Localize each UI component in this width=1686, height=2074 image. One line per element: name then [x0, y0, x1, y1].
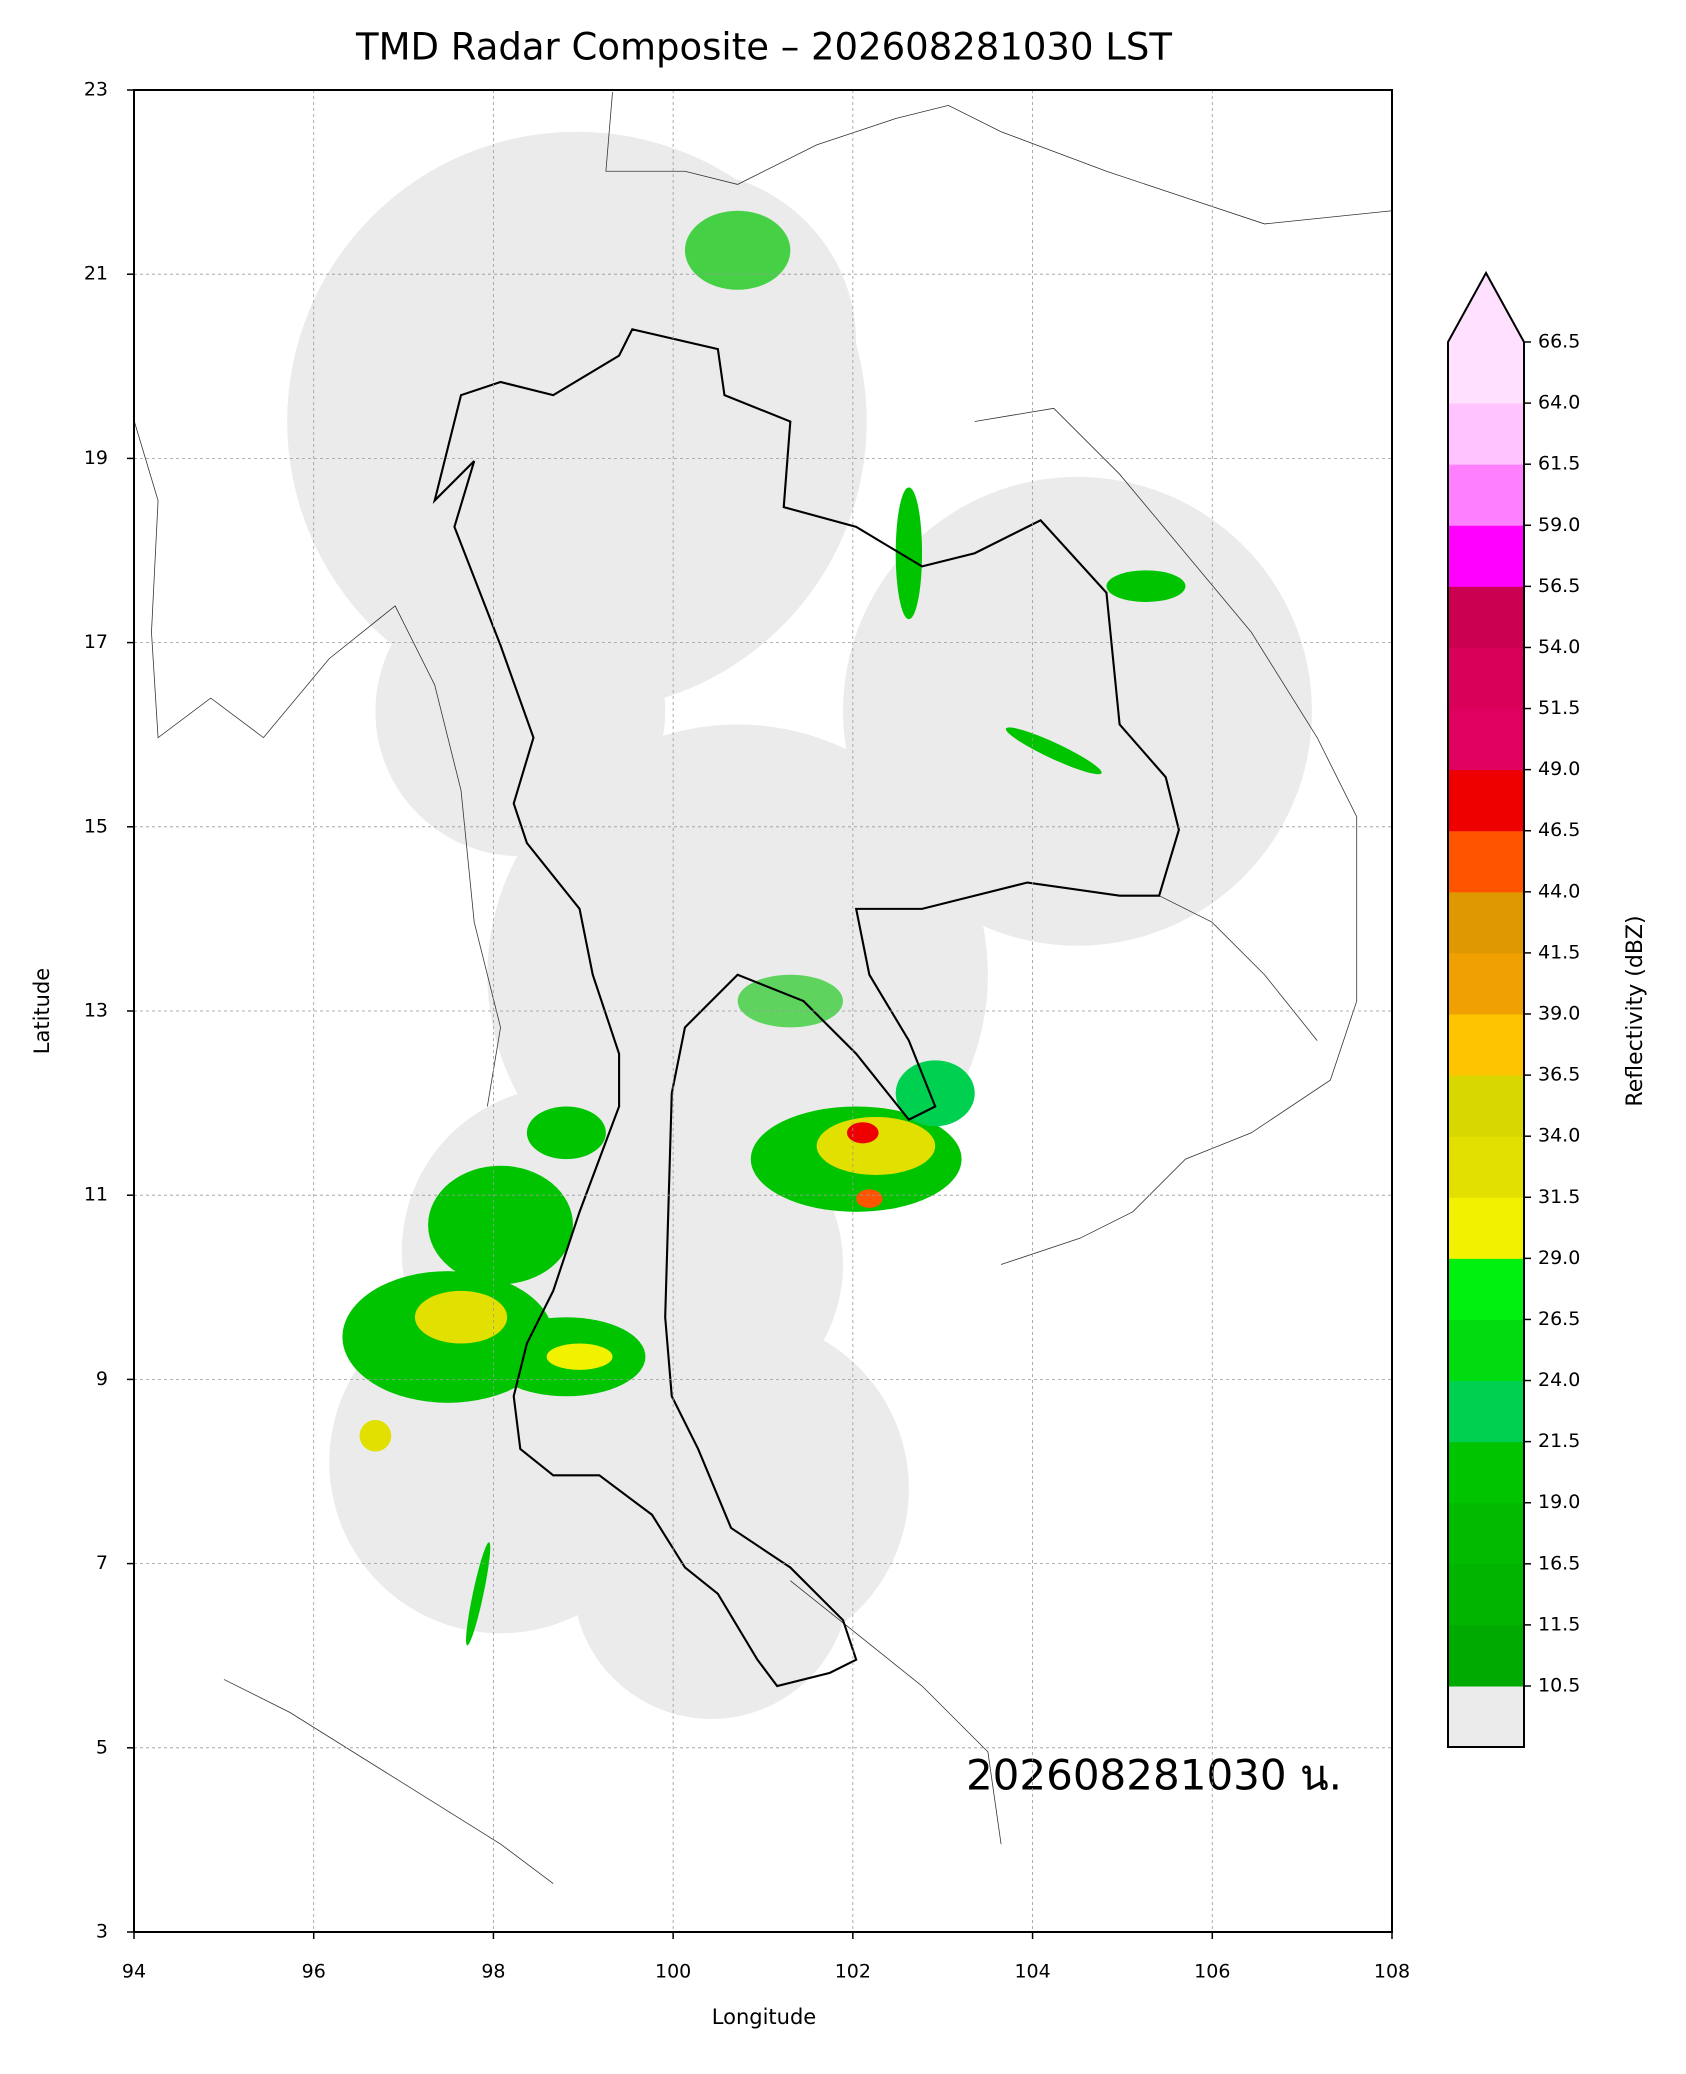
timestamp-annotation: 202608281030 น.: [966, 1751, 1342, 1800]
y-tick-label: 7: [96, 1552, 108, 1574]
colorbar-tick-label: 49.0: [1538, 758, 1580, 780]
colorbar-tick-label: 56.5: [1538, 575, 1580, 597]
colorbar-segment: [1448, 1563, 1524, 1626]
colorbar-segment: [1448, 891, 1524, 954]
colorbar-segment: [1448, 1319, 1524, 1382]
colorbar-segment: [1448, 1441, 1524, 1504]
colorbar-segment: [1448, 342, 1524, 404]
colorbar-segment: [1448, 586, 1524, 648]
y-tick-label: 23: [84, 79, 108, 101]
colorbar-frame: [1447, 270, 1525, 1748]
colorbar-segment: [1448, 1075, 1524, 1137]
colorbar-tick-label: 59.0: [1538, 514, 1580, 536]
colorbar-segment: [1448, 1624, 1524, 1687]
y-tick-label: 19: [84, 447, 108, 469]
colorbar-segment: [1448, 1136, 1524, 1198]
y-tick-label: 15: [84, 815, 108, 837]
colorbar-under: [1448, 1686, 1524, 1747]
colorbar-tick-label: 31.5: [1538, 1186, 1580, 1208]
y-tick-label: 11: [84, 1184, 108, 1206]
y-tick-label: 13: [84, 1000, 108, 1022]
colorbar-segment: [1448, 1380, 1524, 1443]
colorbar-segment: [1448, 464, 1524, 526]
colorbar-tick-label: 26.5: [1538, 1308, 1580, 1330]
colorbar-tick-label: 21.5: [1538, 1430, 1580, 1452]
colorbar-tick-label: 66.5: [1538, 331, 1580, 353]
colorbar-tick-label: 64.0: [1538, 392, 1580, 414]
geography: [134, 92, 1392, 1884]
x-tick-label: 94: [122, 1961, 146, 1983]
colorbar-segment: [1448, 403, 1524, 465]
x-axis-label: Longitude: [712, 2005, 816, 2029]
colorbar-segment: [1448, 1258, 1524, 1320]
colorbar-segment: [1448, 1502, 1524, 1565]
radar-coverage: [287, 131, 1312, 1719]
y-tick-label: 17: [84, 631, 108, 653]
map-layer: [134, 92, 1392, 1884]
colorbar-tick-label: 10.5: [1538, 1675, 1580, 1697]
colorbar-tick-label: 54.0: [1538, 636, 1580, 658]
colorbar-tick-label: 34.0: [1538, 1125, 1580, 1147]
colorbar-tick-label: 16.5: [1538, 1552, 1580, 1574]
neighbor-borders: [134, 92, 1392, 1884]
colorbar-tick-label: 36.5: [1538, 1064, 1580, 1086]
x-tick-label: 102: [835, 1961, 871, 1983]
colorbar-extend: [1448, 273, 1524, 342]
colorbar-tick-label: 39.0: [1538, 1003, 1580, 1025]
colorbar-tick-label: 11.5: [1538, 1613, 1580, 1635]
plot-frame: [133, 89, 1393, 1933]
colorbar-segment: [1448, 708, 1524, 771]
colorbar-segment: [1448, 830, 1524, 893]
colorbar-segment: [1448, 1014, 1524, 1076]
y-tick-label: 3: [96, 1921, 108, 1943]
colorbar-tick-label: 61.5: [1538, 453, 1580, 475]
colorbar-segment: [1448, 647, 1524, 710]
chart-title: TMD Radar Composite – 202608281030 LST: [355, 26, 1172, 69]
x-tick-label: 106: [1194, 1961, 1230, 1983]
x-tick-label: 108: [1374, 1961, 1410, 1983]
colorbar-tick-label: 51.5: [1538, 697, 1580, 719]
thailand-outline: [432, 328, 1180, 1688]
colorbar-tick-label: 46.5: [1538, 819, 1580, 841]
y-tick-label: 9: [96, 1368, 108, 1390]
x-tick-label: 98: [481, 1961, 505, 1983]
colorbar-tick-label: 24.0: [1538, 1369, 1580, 1391]
y-axis-label: Latitude: [30, 968, 54, 1054]
colorbar-tick-label: 19.0: [1538, 1491, 1580, 1513]
colorbar-segment: [1448, 1197, 1524, 1259]
y-tick-label: 5: [96, 1736, 108, 1758]
y-tick-label: 21: [84, 263, 108, 285]
x-tick-label: 100: [655, 1961, 691, 1983]
colorbar-segment: [1448, 952, 1524, 1015]
colorbar-tick-label: 29.0: [1538, 1247, 1580, 1269]
colorbar-segment: [1448, 769, 1524, 832]
colorbar-tick-label: 41.5: [1538, 941, 1580, 963]
colorbar-label: Reflectivity (dBZ): [1623, 915, 1648, 1106]
radar-echoes: [342, 210, 1186, 1646]
x-tick-label: 96: [302, 1961, 326, 1983]
colorbar-tick-label: 44.0: [1538, 880, 1580, 902]
x-tick-label: 104: [1014, 1961, 1050, 1983]
colorbar-segment: [1448, 525, 1524, 587]
